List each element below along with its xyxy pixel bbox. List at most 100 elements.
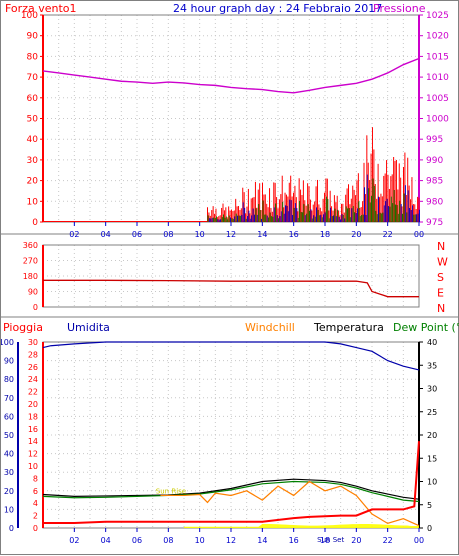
rain-tick-label: 8 xyxy=(33,474,38,483)
compass-label: S xyxy=(437,271,444,284)
grid-layer xyxy=(43,14,419,529)
x-tick-label: 08 xyxy=(163,536,173,545)
sun-set-label: Sun Set xyxy=(317,536,344,544)
x-tick-label: 22 xyxy=(383,230,393,239)
wind-tick-label: 60 xyxy=(27,94,39,104)
tick-labels-layer: 1009080706050403020100102510201015101010… xyxy=(1,11,449,545)
rain-tick-label: 24 xyxy=(28,375,38,384)
direction-tick-label: 180 xyxy=(23,272,38,281)
rain-tick-label: 10 xyxy=(28,462,38,471)
direction-tick-label: 0 xyxy=(33,303,38,312)
temperature-tick-label: 15 xyxy=(427,454,437,463)
x-tick-label: 10 xyxy=(195,230,205,239)
x-tick-label: 18 xyxy=(320,230,330,239)
wind-tick-label: 20 xyxy=(27,177,39,187)
x-tick-label: 02 xyxy=(69,536,79,545)
x-tick-label: 00 xyxy=(414,536,424,545)
windchill-line xyxy=(160,480,420,527)
x-tick-label: 22 xyxy=(383,536,393,545)
x-tick-label: 20 xyxy=(351,536,361,545)
pressure-tick-label: 1010 xyxy=(426,73,449,83)
pressure-tick-label: 1025 xyxy=(426,11,449,21)
pressure-tick-label: 975 xyxy=(426,218,443,228)
x-tick-label: 08 xyxy=(163,230,173,239)
x-tick-label: 00 xyxy=(414,230,424,239)
temperature-tick-label: 25 xyxy=(427,408,437,417)
pressure-tick-label: 1015 xyxy=(426,52,449,62)
compass-label: N xyxy=(437,302,445,315)
graph-title: 24 hour graph day : 24 Febbraio 2017 xyxy=(173,2,382,15)
humidity-tick-label: 80 xyxy=(4,375,14,384)
dewpoint-line xyxy=(42,480,420,503)
wind-tick-label: 70 xyxy=(27,73,39,83)
rain-tick-label: 2 xyxy=(33,512,38,521)
rain-label: Pioggia xyxy=(3,321,43,334)
humidity-tick-label: 30 xyxy=(4,468,14,477)
wind-tick-label: 100 xyxy=(21,11,38,21)
rain-tick-label: 28 xyxy=(28,350,38,359)
wind-tick-label: 90 xyxy=(27,32,39,42)
rain-tick-label: 26 xyxy=(28,363,38,372)
humidity-tick-label: 50 xyxy=(4,431,14,440)
rain-tick-label: 22 xyxy=(28,388,38,397)
pressure-tick-label: 1005 xyxy=(426,94,449,104)
series-layer xyxy=(42,57,420,528)
compass-label: N xyxy=(437,240,445,253)
temperature-tick-label: 30 xyxy=(427,385,437,394)
x-tick-label: 12 xyxy=(226,536,236,545)
direction-tick-label: 90 xyxy=(28,288,38,297)
pressure-tick-label: 1020 xyxy=(426,32,449,42)
x-tick-label: 04 xyxy=(101,536,111,545)
pressure-tick-label: 980 xyxy=(426,197,443,207)
pressure-axis-label: Pressione xyxy=(373,2,426,15)
pressure-tick-label: 995 xyxy=(426,135,443,145)
x-tick-label: 16 xyxy=(289,536,299,545)
sunshine-area xyxy=(184,524,419,528)
x-tick-label: 16 xyxy=(289,230,299,239)
temperature-tick-label: 40 xyxy=(427,338,437,347)
direction-tick-label: 360 xyxy=(23,241,38,250)
temperature-line xyxy=(42,478,420,500)
compass-label: W xyxy=(437,256,448,269)
temperature-tick-label: 10 xyxy=(427,478,437,487)
direction-tick-label: 270 xyxy=(23,257,38,266)
rain-tick-label: 0 xyxy=(33,524,38,533)
rain-line xyxy=(43,441,420,525)
dewpoint-label: Dew Point (°C xyxy=(393,321,459,334)
wind-tick-label: 50 xyxy=(27,115,39,125)
pressure-tick-label: 985 xyxy=(426,177,443,187)
x-tick-label: 02 xyxy=(69,230,79,239)
wind-axis-label: Forza vento1 xyxy=(5,2,77,15)
sun-rise-label: Sun Rise xyxy=(156,488,186,496)
compass-label: E xyxy=(437,287,444,300)
humidity-label: Umidita xyxy=(67,321,110,334)
temperature-tick-label: 0 xyxy=(427,524,432,533)
rain-tick-label: 18 xyxy=(28,412,38,421)
wind-tick-label: 30 xyxy=(27,156,39,166)
x-tick-label: 18 xyxy=(320,536,330,545)
x-tick-label: 04 xyxy=(101,230,111,239)
humidity-tick-label: 0 xyxy=(9,524,14,533)
temperature-tick-label: 20 xyxy=(427,431,437,440)
axes-layer xyxy=(1,14,459,532)
rain-tick-label: 20 xyxy=(28,400,38,409)
humidity-tick-label: 60 xyxy=(4,412,14,421)
wind-tick-label: 40 xyxy=(27,135,39,145)
rain-tick-label: 4 xyxy=(33,499,38,508)
x-tick-label: 06 xyxy=(132,230,142,239)
humidity-tick-label: 70 xyxy=(4,394,14,403)
wind-tick-label: 80 xyxy=(27,52,39,62)
temperature-tick-label: 5 xyxy=(427,501,432,510)
rain-tick-label: 6 xyxy=(33,487,38,496)
x-tick-label: 14 xyxy=(257,230,267,239)
humidity-line xyxy=(42,341,420,371)
rain-tick-label: 30 xyxy=(28,338,38,347)
pressure-tick-label: 990 xyxy=(426,156,443,166)
x-tick-label: 14 xyxy=(257,536,267,545)
windchill-label: Windchill xyxy=(245,321,295,334)
rain-tick-label: 12 xyxy=(28,450,38,459)
x-tick-label: 10 xyxy=(195,536,205,545)
humidity-tick-label: 90 xyxy=(4,357,14,366)
